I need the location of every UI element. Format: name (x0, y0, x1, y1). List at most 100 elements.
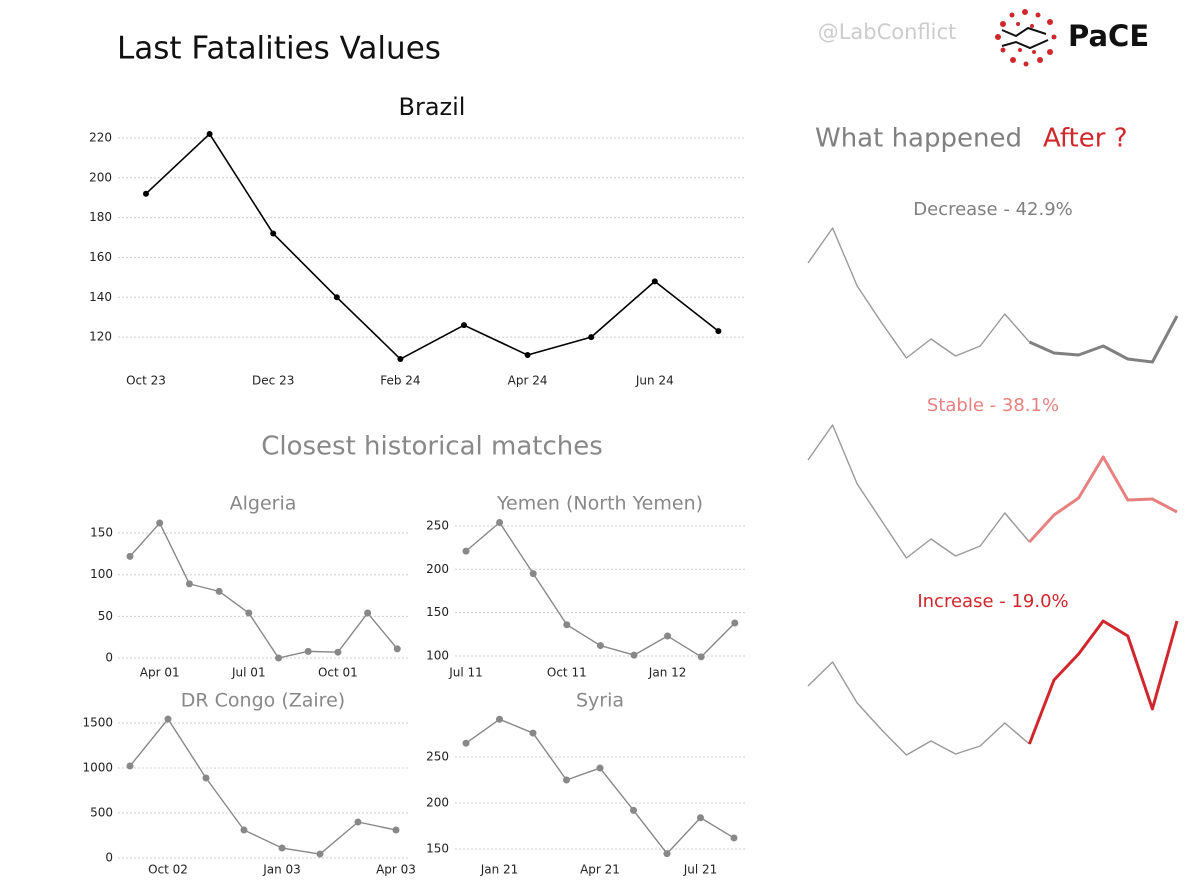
data-point (126, 762, 134, 770)
chart-title: Algeria (230, 493, 297, 515)
side-title: What happened (815, 124, 1022, 154)
y-tick-label: 1500 (82, 716, 113, 730)
chart-title: Decrease - 42.9% (913, 199, 1073, 220)
series-line (807, 424, 1030, 559)
series-line (129, 522, 398, 659)
y-tick-label: 500 (90, 806, 113, 820)
data-point (588, 334, 595, 341)
data-point (529, 570, 537, 578)
series-line (807, 661, 1030, 756)
data-point (563, 776, 570, 784)
data-point (529, 729, 537, 737)
data-point (143, 190, 149, 197)
y-tick-label: 140 (89, 290, 112, 304)
data-point (202, 774, 210, 782)
x-tick-label: Apr 01 (140, 666, 180, 680)
section-title: Closest historical matches (261, 432, 603, 462)
data-point (697, 653, 705, 661)
data-point (304, 647, 312, 655)
series-line (465, 718, 735, 855)
y-tick-label: 100 (426, 648, 449, 662)
data-point (215, 587, 223, 595)
data-point (731, 619, 739, 627)
series-line (129, 718, 397, 855)
series-line (1027, 619, 1179, 745)
series-line (145, 133, 719, 360)
data-point (596, 642, 604, 650)
data-point (651, 278, 658, 285)
data-point (663, 850, 671, 858)
y-tick-label: 0 (105, 651, 113, 665)
y-tick-label: 100 (90, 567, 113, 581)
series-line (1028, 315, 1179, 364)
x-tick-label: Jul 11 (448, 666, 483, 680)
x-tick-label: Jan 03 (262, 863, 301, 877)
data-point (524, 352, 531, 359)
x-tick-label: Jun 24 (635, 374, 674, 388)
data-point (496, 715, 503, 723)
x-tick-label: Apr 24 (508, 374, 548, 388)
series-line (1028, 455, 1178, 544)
data-point (270, 230, 277, 237)
chart-title: Brazil (399, 93, 466, 121)
data-point (206, 130, 213, 137)
side-title-highlight: After ? (1043, 124, 1128, 154)
y-tick-label: 1000 (82, 761, 113, 775)
data-point (397, 356, 404, 363)
handle: @LabConflict (818, 20, 957, 44)
x-tick-label: Jul 21 (683, 863, 718, 877)
data-point (333, 294, 340, 301)
y-tick-label: 220 (89, 130, 112, 144)
y-tick-label: 150 (426, 605, 449, 619)
data-point (730, 834, 738, 842)
data-point (563, 621, 571, 629)
data-point (392, 826, 400, 834)
data-point (275, 654, 282, 662)
data-point (278, 844, 286, 852)
data-point (164, 715, 172, 723)
y-tick-label: 200 (89, 170, 112, 184)
data-point (334, 648, 342, 656)
y-tick-label: 0 (105, 851, 113, 865)
x-tick-label: Apr 03 (376, 863, 416, 877)
chart-title: Increase - 19.0% (917, 591, 1068, 612)
page-title: Last Fatalities Values (117, 31, 441, 67)
x-tick-label: Oct 23 (126, 374, 166, 388)
data-point (664, 632, 672, 640)
y-tick-label: 150 (426, 842, 449, 856)
x-tick-label: Oct 11 (547, 666, 587, 680)
data-point (462, 547, 470, 555)
y-tick-label: 50 (98, 609, 113, 623)
chart-title: Syria (576, 690, 624, 712)
data-point (630, 651, 638, 659)
series-line (807, 227, 1030, 359)
x-tick-label: Oct 02 (148, 863, 188, 877)
data-point (316, 850, 324, 858)
data-point (715, 328, 722, 335)
data-point (697, 814, 704, 822)
data-point (496, 519, 504, 526)
data-point (126, 552, 134, 560)
logo-mark (995, 9, 1057, 67)
data-point (245, 609, 253, 617)
x-tick-label: Dec 23 (252, 374, 294, 388)
chart-title: DR Congo (Zaire) (181, 690, 345, 712)
y-tick-label: 160 (89, 250, 112, 264)
data-point (185, 580, 193, 588)
x-tick-label: Apr 21 (580, 863, 620, 877)
data-point (393, 645, 401, 653)
data-point (364, 609, 372, 617)
data-point (354, 818, 362, 826)
data-point (156, 519, 164, 527)
y-tick-label: 250 (426, 750, 449, 764)
x-tick-label: Feb 24 (380, 374, 420, 388)
data-point (461, 322, 467, 329)
chart-title: Yemen (North Yemen) (496, 493, 703, 515)
y-tick-label: 120 (89, 330, 112, 344)
x-tick-label: Jan 12 (648, 666, 687, 680)
x-tick-label: Jul 01 (231, 666, 266, 680)
y-tick-label: 250 (426, 518, 449, 532)
chart-title: Stable - 38.1% (927, 395, 1059, 416)
y-tick-label: 150 (90, 526, 113, 540)
